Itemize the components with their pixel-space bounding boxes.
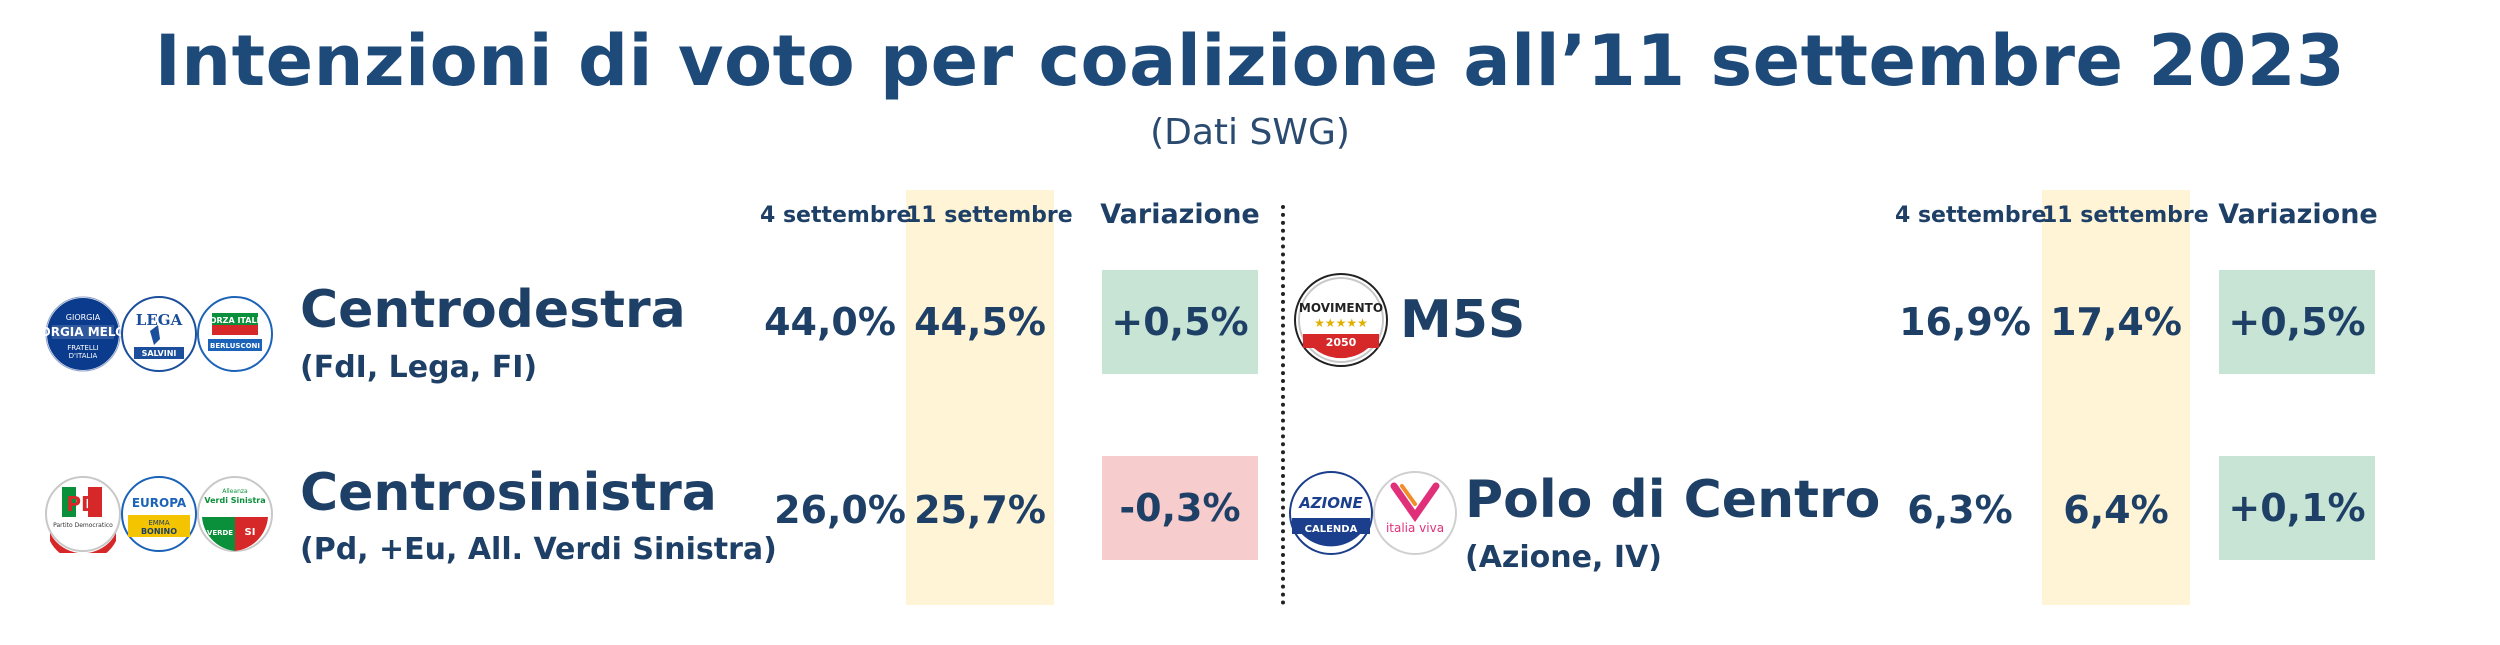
m5s-logo-icon: MOVIMENTO ★★★★★ 2050 (1293, 272, 1389, 368)
svg-text:D'ITALIA: D'ITALIA (69, 352, 98, 360)
row-sub-polo-di-centro: (Azione, IV) (1465, 540, 1662, 575)
fdi-logo-icon: GIORGIA GIORGIA MELONI FRATELLI D'ITALIA (44, 295, 122, 373)
forza-italia-logo-text: FORZA ITALIA (204, 316, 266, 325)
header-prev-right: 4 settembre (1895, 203, 2047, 228)
piu-europa-logo-icon: EUROPA EMMA BONINO (120, 475, 198, 553)
azione-logo-icon: AZIONE CALENDA (1288, 470, 1374, 556)
forza-italia-logo-icon: FORZA ITALIA BERLUSCONI (196, 295, 274, 373)
row-sub-centrodestra: (FdI, Lega, FI) (300, 350, 538, 385)
row-sub-centrosinistra: (Pd, +Eu, All. Verdi Sinistra) (300, 532, 777, 567)
header-curr-left: 11 settembre (906, 203, 1073, 228)
value-curr-centrodestra: 44,5% (914, 300, 1046, 344)
header-change-right: Variazione (2218, 199, 2378, 230)
svg-text:2050: 2050 (1326, 336, 1357, 349)
svg-text:SI: SI (245, 527, 256, 538)
italia-viva-logo-text: italia viva (1386, 521, 1444, 535)
column-divider (1281, 205, 1285, 605)
svg-text:BONINO: BONINO (141, 527, 177, 536)
svg-text:FRATELLI: FRATELLI (67, 344, 98, 352)
change-box-m5s: +0,5% (2219, 270, 2375, 374)
svg-text:Alleanza: Alleanza (222, 488, 248, 495)
svg-text:CALENDA: CALENDA (1305, 524, 1358, 535)
svg-text:VERDE: VERDE (207, 529, 233, 537)
change-box-centrodestra: +0,5% (1102, 270, 1258, 374)
piu-europa-logo-text: EUROPA (132, 496, 187, 510)
pd-logo-icon: PD Partito Democratico (44, 475, 122, 553)
value-curr-m5s: 17,4% (2050, 300, 2182, 344)
change-value-polo-di-centro: +0,1% (2228, 486, 2366, 530)
value-prev-polo-di-centro: 6,3% (1907, 488, 2013, 532)
value-prev-centrosinistra: 26,0% (774, 488, 906, 532)
header-curr-right: 11 settembre (2042, 203, 2209, 228)
svg-text:Partito Democratico: Partito Democratico (53, 522, 113, 529)
italia-viva-logo-icon: italia viva (1372, 470, 1458, 556)
lega-logo-icon: LEGA SALVINI (120, 295, 198, 373)
page-title: Intenzioni di voto per coalizione all’11… (154, 20, 2346, 102)
svg-text:SALVINI: SALVINI (142, 349, 177, 358)
change-value-centrodestra: +0,5% (1111, 300, 1249, 344)
svg-text:GIORGIA: GIORGIA (66, 313, 101, 322)
change-box-centrosinistra: -0,3% (1102, 456, 1258, 560)
svg-text:BERLUSCONI: BERLUSCONI (210, 342, 260, 350)
value-prev-centrodestra: 44,0% (764, 300, 896, 344)
lega-logo-text: LEGA (136, 311, 183, 329)
header-change-left: Variazione (1100, 199, 1260, 230)
azione-logo-text: AZIONE (1298, 494, 1363, 512)
fdi-logo-text: GIORGIA MELONI (44, 325, 122, 339)
pd-logo-text: PD (66, 492, 97, 516)
change-value-m5s: +0,5% (2228, 300, 2366, 344)
highlight-column-left (906, 190, 1054, 605)
change-value-centrosinistra: -0,3% (1119, 486, 1241, 530)
avs-logo-text: Verdi Sinistra (204, 496, 265, 505)
row-name-centrodestra: Centrodestra (300, 280, 686, 340)
svg-text:★★★★★: ★★★★★ (1314, 316, 1368, 330)
value-curr-polo-di-centro: 6,4% (2063, 488, 2169, 532)
svg-text:EMMA: EMMA (148, 519, 170, 527)
row-name-centrosinistra: Centrosinistra (300, 463, 717, 523)
header-prev-left: 4 settembre (760, 203, 912, 228)
row-name-m5s: M5S (1400, 290, 1526, 350)
m5s-logo-text: MOVIMENTO (1299, 301, 1383, 315)
page-subtitle: (Dati SWG) (1150, 112, 1350, 153)
value-curr-centrosinistra: 25,7% (914, 488, 1046, 532)
highlight-column-right (2042, 190, 2190, 605)
value-prev-m5s: 16,9% (1899, 300, 2031, 344)
avs-logo-icon: Alleanza Verdi Sinistra VERDE SI (196, 475, 274, 553)
row-name-polo-di-centro: Polo di Centro (1465, 470, 1881, 530)
change-box-polo-di-centro: +0,1% (2219, 456, 2375, 560)
